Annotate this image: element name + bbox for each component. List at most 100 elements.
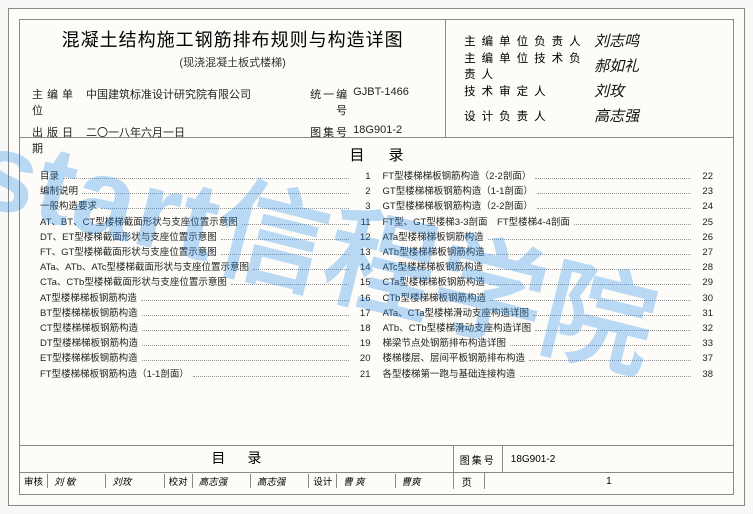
toc-row: 一般构造要求 3 bbox=[40, 199, 371, 214]
signature-row: 主编单位技术负责人 郝如礼 bbox=[464, 53, 723, 78]
toc-entry-title: ATa型楼梯梯板钢筋构造 bbox=[383, 230, 484, 245]
toc-leader-dots bbox=[231, 284, 349, 285]
signature-value: 高志强 bbox=[594, 105, 639, 126]
toc-leader-dots bbox=[574, 224, 691, 225]
toc-entry-page: 12 bbox=[353, 230, 371, 245]
toc-entry-page: 37 bbox=[695, 351, 713, 366]
toc-leader-dots bbox=[142, 330, 348, 331]
footer-page-no: 1 bbox=[485, 476, 733, 487]
footer-page-label: 页 bbox=[454, 473, 485, 489]
toc-entry-page: 18 bbox=[353, 321, 371, 336]
toc-row: FT型楼梯梯板钢筋构造（1-1剖面）21 bbox=[40, 367, 371, 382]
toc-row: CTa、CTb型楼梯截面形状与支座位置示意图 15 bbox=[40, 275, 371, 290]
toc-leader-dots bbox=[487, 269, 691, 270]
toc-leader-dots bbox=[537, 193, 691, 194]
toc-row: GT型楼梯梯板钢筋构造（2-2剖面）24 bbox=[383, 199, 714, 214]
uniform-no: GJBT-1466 bbox=[353, 86, 433, 118]
toc-entry-title: 编制说明 bbox=[40, 184, 78, 199]
signature-row: 设计负责人 高志强 bbox=[464, 103, 723, 128]
toc-entry-page: 13 bbox=[353, 245, 371, 260]
toc-row: 目录1 bbox=[40, 169, 371, 184]
toc-column-left: 目录1编制说明2一般构造要求 3AT、BT、CT型楼梯截面形状与支座位置示意图11… bbox=[34, 169, 377, 441]
pub-date-label: 出版日期 bbox=[32, 124, 86, 156]
inner-frame: 混凝土结构施工钢筋排布规则与构造详图 (现浇混凝土板式楼梯) 主编单位 中国建筑… bbox=[19, 19, 734, 495]
footer-atlas-row: 图集号 18G901-2 bbox=[454, 446, 733, 472]
toc-entry-title: 一般构造要求 bbox=[40, 199, 97, 214]
toc-row: ATa型楼梯梯板钢筋构造 26 bbox=[383, 230, 714, 245]
editor-org-label: 主编单位 bbox=[32, 86, 86, 118]
toc-leader-dots bbox=[141, 300, 349, 301]
toc-entry-title: CTb型楼梯梯板钢筋构造 bbox=[383, 291, 486, 306]
toc-row: ATc型楼梯梯板钢筋构造28 bbox=[383, 260, 714, 275]
toc-row: FT、GT型楼梯截面形状与支座位置示意图 13 bbox=[40, 245, 371, 260]
signature-row: 技术审定人 刘玫 bbox=[464, 78, 723, 103]
toc-entry-page: 31 bbox=[695, 306, 713, 321]
toc-entry-page: 26 bbox=[695, 230, 713, 245]
toc-entry-page: 20 bbox=[353, 351, 371, 366]
toc-entry-title: FT、GT型楼梯截面形状与支座位置示意图 bbox=[40, 245, 217, 260]
toc-entry-title: 楼梯楼层、层间平板钢筋排布构造 bbox=[383, 351, 526, 366]
toc-entry-title: ATa、CTa型楼梯滑动支座构造详图 bbox=[383, 306, 530, 321]
pub-date: 二〇一八年六月一日 bbox=[86, 124, 299, 156]
toc-entry-title: FT型、GT型楼梯3-3剖面 FT型楼梯4-4剖面 bbox=[383, 215, 570, 230]
toc-leader-dots bbox=[221, 254, 349, 255]
toc-leader-dots bbox=[490, 300, 691, 301]
toc-leader-dots bbox=[520, 376, 691, 377]
toc-entry-page: 28 bbox=[695, 260, 713, 275]
footer-page-row: 页 1 bbox=[454, 472, 733, 489]
signature-label: 设计负责人 bbox=[464, 108, 594, 124]
toc-leader-dots bbox=[537, 208, 691, 209]
toc-entry-title: ET型楼梯梯板钢筋构造 bbox=[40, 351, 138, 366]
toc-row: ATb型楼梯梯板钢筋构造27 bbox=[383, 245, 714, 260]
toc-body: 目录1编制说明2一般构造要求 3AT、BT、CT型楼梯截面形状与支座位置示意图11… bbox=[20, 169, 733, 445]
toc-entry-title: CT型楼梯梯板钢筋构造 bbox=[40, 321, 138, 336]
toc-leader-dots bbox=[533, 315, 691, 316]
approval-value: 曹 爽 bbox=[337, 474, 395, 488]
toc-leader-dots bbox=[142, 345, 348, 346]
toc-leader-dots bbox=[488, 239, 691, 240]
signature-label: 技术审定人 bbox=[464, 83, 594, 99]
toc-entry-page: 11 bbox=[353, 215, 371, 230]
toc-entry-title: CTa型楼梯梯板钢筋构造 bbox=[383, 275, 485, 290]
toc-entry-page: 33 bbox=[695, 336, 713, 351]
toc-row: CTb型楼梯梯板钢筋构造 30 bbox=[383, 291, 714, 306]
toc-row: 楼梯楼层、层间平板钢筋排布构造 37 bbox=[383, 351, 714, 366]
approval-value: 曹爽 bbox=[396, 474, 453, 488]
toc-entry-title: ATb、CTb型楼梯滑动支座构造详图 bbox=[383, 321, 532, 336]
header-left: 混凝土结构施工钢筋排布规则与构造详图 (现浇混凝土板式楼梯) 主编单位 中国建筑… bbox=[20, 20, 446, 137]
editor-org: 中国建筑标准设计研究院有限公司 bbox=[86, 86, 299, 118]
signature-value: 刘志鸣 bbox=[594, 30, 639, 51]
toc-entry-title: GT型楼梯梯板钢筋构造（1-1剖面） bbox=[383, 184, 533, 199]
toc-entry-page: 15 bbox=[353, 275, 371, 290]
toc-row: FT型楼梯梯板钢筋构造（2-2剖面）22 bbox=[383, 169, 714, 184]
toc-row: CT型楼梯梯板钢筋构造 18 bbox=[40, 321, 371, 336]
toc-row: AT、BT、CT型楼梯截面形状与支座位置示意图11 bbox=[40, 215, 371, 230]
toc-entry-page: 32 bbox=[695, 321, 713, 336]
toc-entry-title: DT型楼梯梯板钢筋构造 bbox=[40, 336, 138, 351]
footer-right: 图集号 18G901-2 页 1 bbox=[454, 446, 733, 489]
toc-entry-title: FT型楼梯梯板钢筋构造（2-2剖面） bbox=[383, 169, 532, 184]
toc-row: 编制说明2 bbox=[40, 184, 371, 199]
approval-label: 校对 bbox=[165, 474, 193, 488]
toc-row: CTa型楼梯梯板钢筋构造29 bbox=[383, 275, 714, 290]
toc-leader-dots bbox=[535, 330, 691, 331]
footer: 目录 审核 刘 敏 刘玫 校对 高志强 高志强 设计 曹 爽 曹爽 图集号 18… bbox=[20, 445, 733, 489]
toc-row: ATb、CTb型楼梯滑动支座构造详图 32 bbox=[383, 321, 714, 336]
footer-atlas-label: 图集号 bbox=[454, 446, 503, 472]
toc-entry-title: CTa、CTb型楼梯截面形状与支座位置示意图 bbox=[40, 275, 227, 290]
toc-entry-page: 25 bbox=[695, 215, 713, 230]
toc-entry-page: 1 bbox=[353, 169, 371, 184]
toc-row: FT型、GT型楼梯3-3剖面 FT型楼梯4-4剖面 25 bbox=[383, 215, 714, 230]
toc-entry-page: 24 bbox=[695, 199, 713, 214]
page-frame: 混凝土结构施工钢筋排布规则与构造详图 (现浇混凝土板式楼梯) 主编单位 中国建筑… bbox=[8, 8, 745, 506]
toc-entry-page: 30 bbox=[695, 291, 713, 306]
footer-left: 目录 审核 刘 敏 刘玫 校对 高志强 高志强 设计 曹 爽 曹爽 bbox=[20, 446, 454, 489]
title-main: 混凝土结构施工钢筋排布规则与构造详图 bbox=[32, 26, 433, 52]
toc-row: DT、ET型楼梯截面形状与支座位置示意图12 bbox=[40, 230, 371, 245]
toc-row: DT型楼梯梯板钢筋构造19 bbox=[40, 336, 371, 351]
toc-entry-page: 3 bbox=[353, 199, 371, 214]
header: 混凝土结构施工钢筋排布规则与构造详图 (现浇混凝土板式楼梯) 主编单位 中国建筑… bbox=[20, 20, 733, 138]
toc-leader-dots bbox=[193, 376, 349, 377]
approval-strip: 审核 刘 敏 刘玫 校对 高志强 高志强 设计 曹 爽 曹爽 bbox=[20, 472, 453, 489]
approval-value: 高志强 bbox=[251, 474, 309, 488]
